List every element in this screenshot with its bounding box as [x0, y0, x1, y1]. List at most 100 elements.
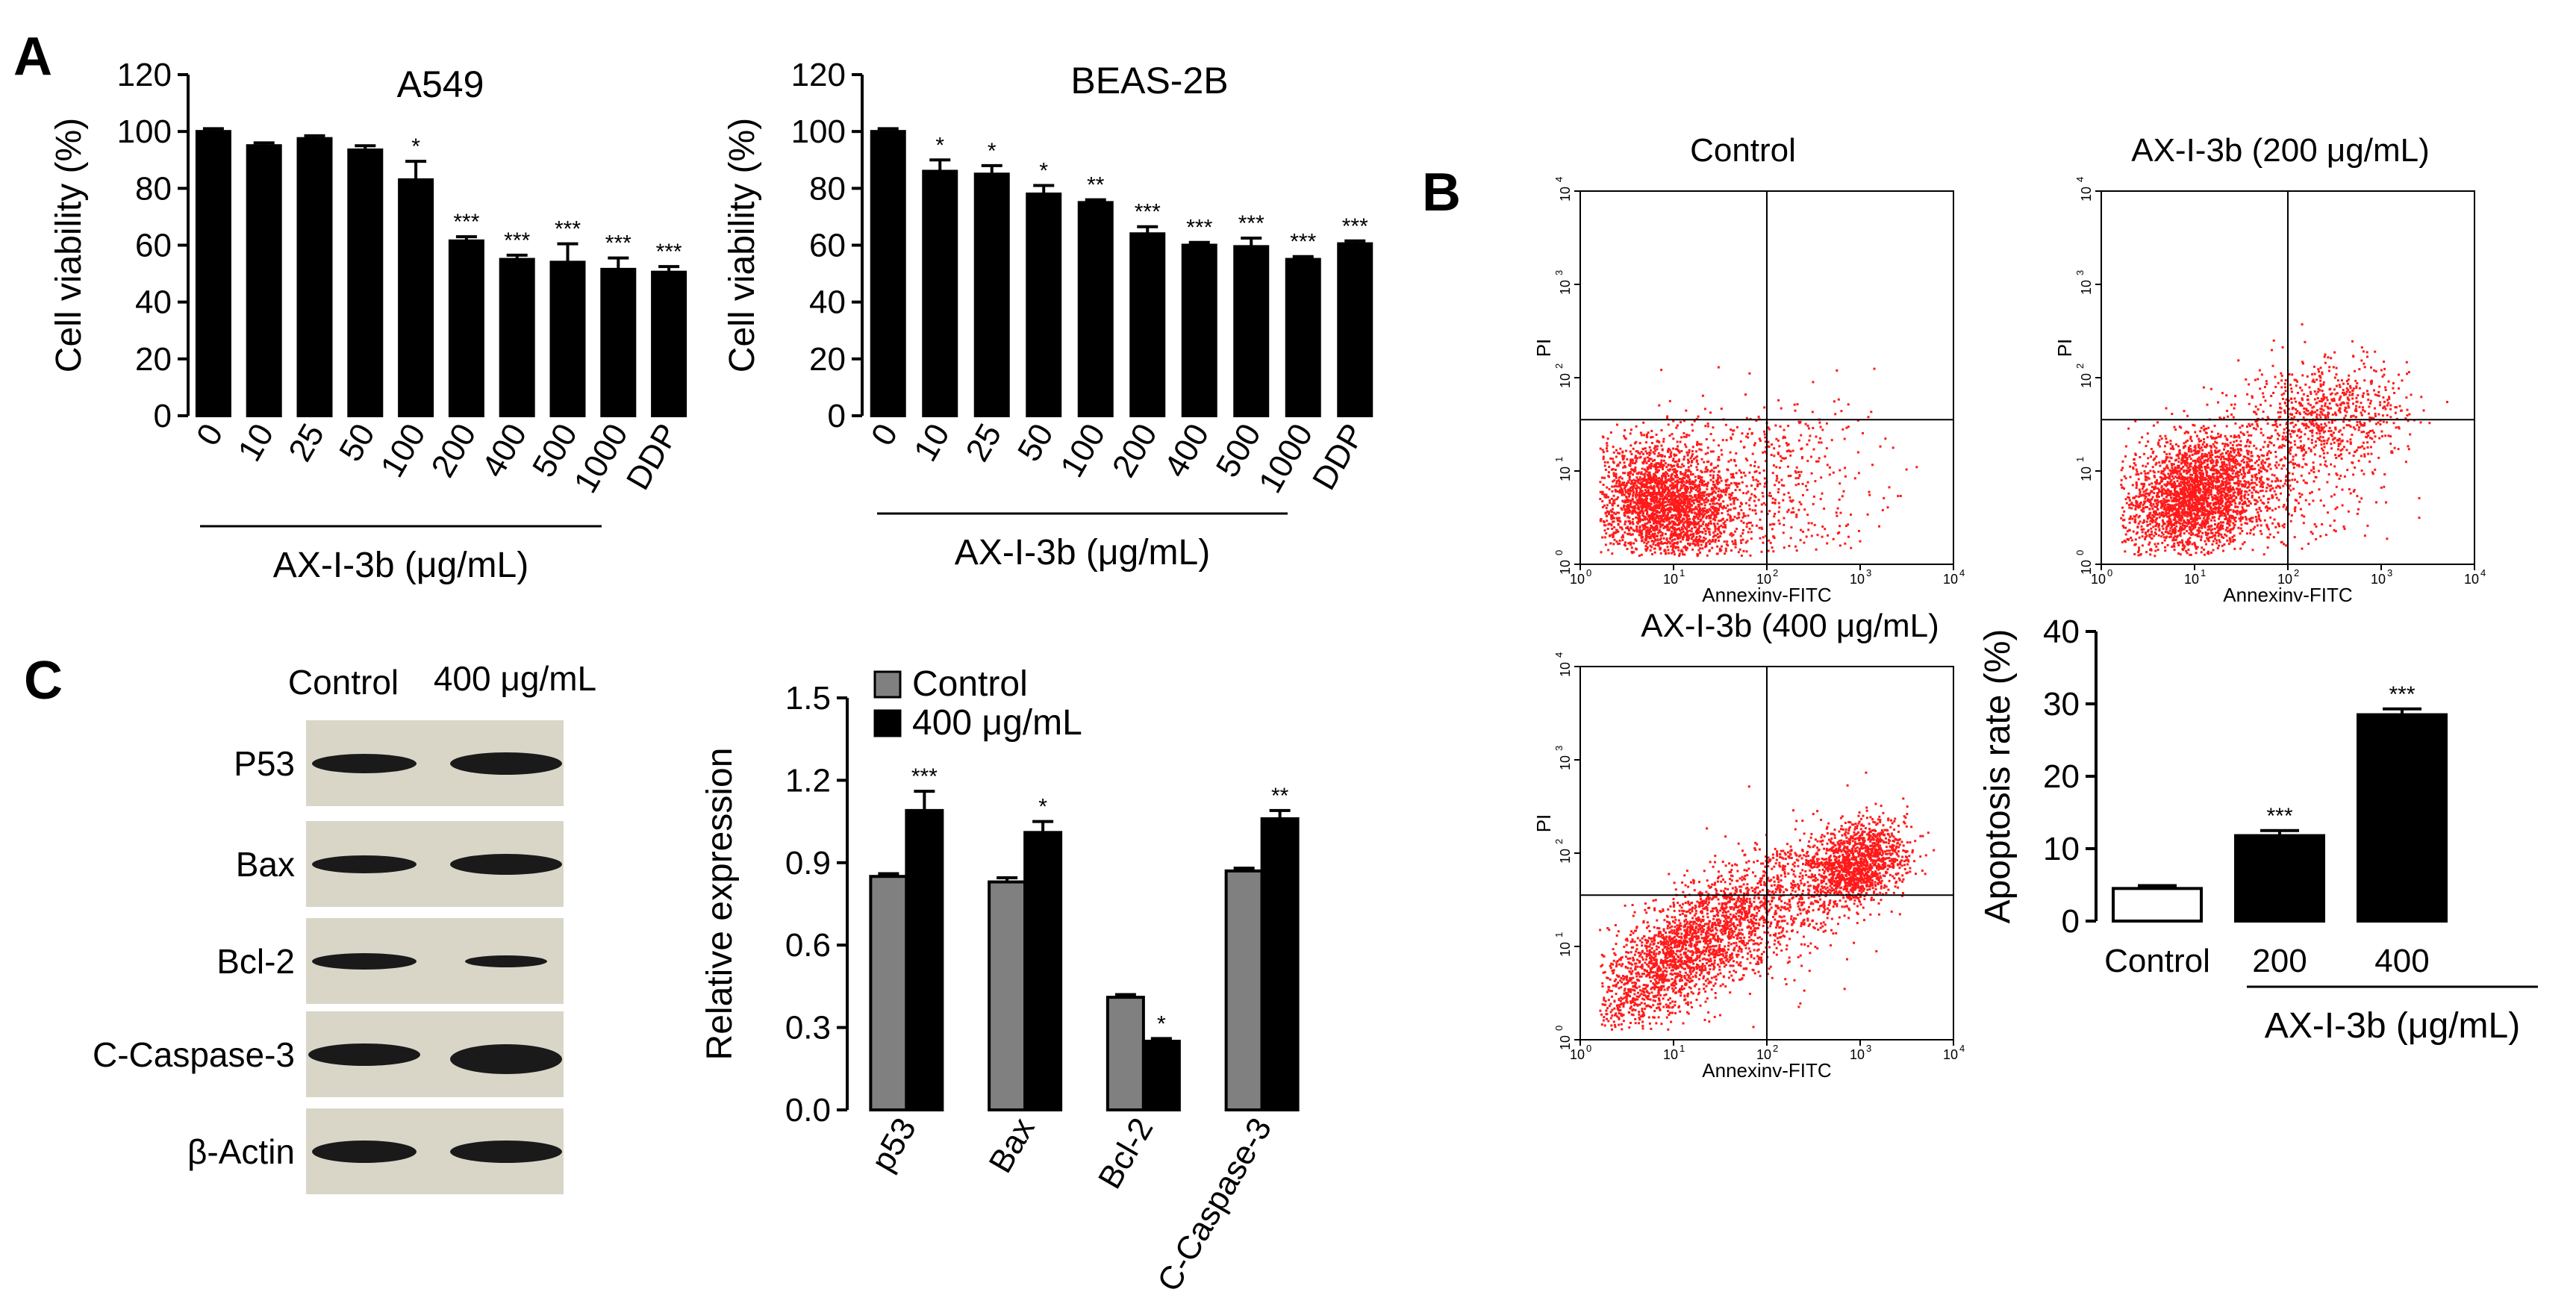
event-dot — [2134, 464, 2137, 467]
x-tick-label: 25 — [958, 418, 1008, 468]
event-dot — [1711, 511, 1714, 514]
event-dot — [1705, 545, 1708, 548]
event-dot — [1681, 507, 1684, 510]
event-dot — [1798, 422, 1801, 425]
x-tick-label: 25 — [281, 418, 331, 468]
event-dot — [2153, 492, 2156, 495]
event-dot — [1839, 469, 1841, 472]
event-dot — [2138, 441, 2141, 444]
event-dot — [1666, 512, 1669, 515]
event-dot — [2221, 544, 2224, 547]
event-dot — [2231, 472, 2234, 475]
event-dot — [1774, 484, 1777, 487]
event-dot — [1699, 551, 1702, 554]
y-tick-label: 60 — [135, 228, 172, 264]
event-dot — [1623, 504, 1626, 507]
event-dot — [1718, 508, 1720, 511]
event-dot — [1661, 448, 1664, 451]
event-dot — [1716, 522, 1719, 525]
event-dot — [2189, 490, 2192, 493]
event-dot — [2214, 534, 2217, 537]
event-dot — [1668, 498, 1671, 501]
event-dot — [1645, 535, 1648, 538]
event-dot — [2154, 512, 2156, 515]
event-dot — [2144, 472, 2147, 475]
event-dot — [2271, 494, 2274, 497]
event-dot — [1747, 436, 1750, 439]
event-dot — [1672, 543, 1675, 546]
event-dot — [2240, 483, 2243, 486]
event-dot — [1630, 502, 1632, 505]
event-dot — [1654, 518, 1657, 521]
event-dot — [2215, 531, 2218, 534]
event-dot — [2267, 536, 2270, 539]
event-dot — [2162, 460, 2165, 463]
event-dot — [2180, 514, 2183, 517]
event-dot — [1644, 545, 1647, 548]
event-dot — [1618, 480, 1621, 483]
event-dot — [2214, 506, 2217, 509]
event-dot — [1680, 478, 1682, 481]
event-dot — [1745, 550, 1748, 553]
event-dot — [2192, 502, 2195, 505]
event-dot — [2203, 553, 2206, 556]
event-dot — [1671, 549, 1674, 552]
event-dot — [2161, 525, 2164, 528]
event-dot — [1698, 448, 1701, 451]
event-dot — [1664, 518, 1667, 521]
event-dot — [1748, 471, 1751, 474]
event-dot — [1777, 452, 1780, 455]
event-dot — [2216, 455, 2219, 458]
event-dot — [1818, 441, 1821, 444]
event-dot — [1641, 447, 1644, 450]
event-dot — [2179, 502, 2182, 505]
event-dot — [1638, 514, 1641, 517]
event-dot — [1646, 452, 1649, 455]
event-dot — [1662, 472, 1665, 475]
event-dot — [2180, 490, 2183, 493]
event-dot — [1754, 509, 1756, 512]
event-dot — [1671, 503, 1674, 506]
event-dot — [1759, 537, 1762, 540]
event-dot — [1684, 494, 1687, 497]
event-dot — [1806, 443, 1809, 446]
event-dot — [1674, 455, 1677, 458]
event-dot — [2247, 493, 2250, 496]
event-dot — [2194, 520, 2197, 523]
event-dot — [1803, 541, 1806, 544]
event-dot — [1655, 462, 1658, 465]
event-dot — [1669, 511, 1672, 514]
event-dot — [1870, 411, 1873, 414]
event-dot — [1879, 445, 1882, 448]
event-dot — [2183, 410, 2186, 413]
event-dot — [1627, 501, 1630, 503]
event-dot — [1700, 481, 1703, 484]
event-dot — [1787, 443, 1790, 446]
event-dot — [2243, 461, 2245, 464]
event-dot — [2143, 452, 2145, 455]
event-dot — [1599, 519, 1602, 522]
event-dot — [2168, 515, 2171, 518]
event-dot — [1731, 497, 1734, 500]
event-dot — [1769, 541, 1772, 544]
event-dot — [2280, 492, 2282, 495]
event-dot — [1806, 488, 1809, 491]
event-dot — [2259, 485, 2262, 488]
event-dot — [1684, 532, 1687, 535]
event-dot — [2222, 455, 2225, 458]
event-dot — [1681, 463, 1684, 466]
event-dot — [1629, 493, 1632, 495]
event-dot — [1668, 528, 1671, 531]
event-dot — [1618, 511, 1620, 514]
event-dot — [1665, 537, 1668, 540]
event-dot — [1629, 450, 1632, 453]
event-dot — [2212, 485, 2215, 488]
event-dot — [1681, 553, 1684, 556]
event-dot — [1699, 481, 1701, 483]
event-dot — [2192, 519, 2195, 521]
event-dot — [1735, 528, 1738, 530]
event-dot — [1905, 468, 1908, 471]
y-tick-label: 30 — [2043, 686, 2080, 723]
event-dot — [2184, 476, 2187, 479]
